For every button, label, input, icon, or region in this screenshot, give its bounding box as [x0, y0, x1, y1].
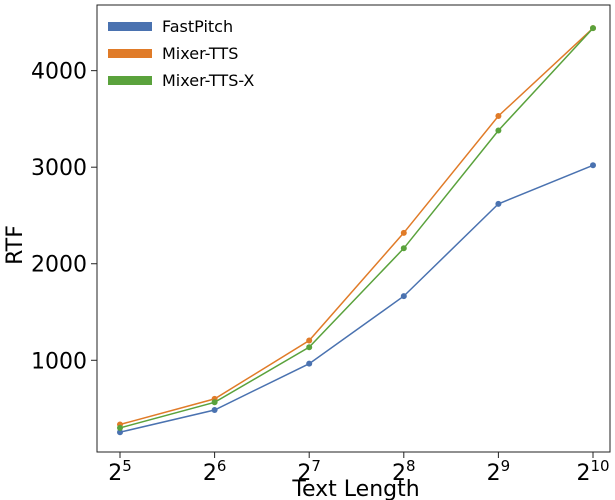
series-mixer-tts-x	[117, 25, 596, 431]
data-point	[117, 424, 123, 431]
data-point	[306, 360, 313, 367]
x-tick-label: 210	[576, 457, 609, 486]
y-axis: 1000 2000 3000 4000	[31, 60, 97, 374]
data-point	[495, 113, 502, 120]
y-tick-label: 2000	[31, 253, 87, 278]
data-point	[590, 162, 596, 169]
data-point	[495, 127, 502, 134]
x-axis-label: Text Length	[291, 477, 419, 500]
legend-swatch	[108, 76, 152, 85]
data-point	[211, 399, 218, 406]
data-point	[211, 407, 218, 414]
series-line	[119, 27, 594, 429]
x-tick-label: 28	[392, 457, 416, 486]
series-line	[119, 27, 594, 426]
legend-swatch	[108, 49, 152, 58]
data-point	[400, 229, 407, 236]
y-tick-label: 4000	[31, 60, 87, 85]
legend-label: FastPitch	[162, 17, 233, 36]
x-tick-label: 26	[203, 457, 227, 486]
legend-label: Mixer-TTS-X	[162, 71, 254, 90]
y-axis-label: RTF	[3, 225, 28, 265]
series-line	[119, 164, 594, 433]
data-point	[306, 344, 313, 351]
plot-area-frame	[96, 4, 611, 453]
series-fastpitch	[117, 162, 596, 436]
data-point	[400, 293, 407, 300]
x-tick-label: 27	[297, 457, 321, 486]
x-axis: 25 26 27 28 29 210	[108, 452, 610, 486]
y-tick-label: 3000	[31, 156, 87, 181]
data-point	[306, 337, 313, 344]
x-tick-label: 25	[108, 457, 132, 486]
series-layer	[117, 25, 596, 436]
data-point	[400, 245, 407, 252]
data-point	[590, 25, 596, 32]
legend-swatch	[108, 22, 152, 31]
data-point	[117, 429, 123, 436]
legend-label: Mixer-TTS	[162, 44, 238, 63]
y-tick-label: 1000	[31, 349, 87, 374]
data-point	[495, 200, 502, 207]
legend: FastPitch Mixer-TTS Mixer-TTS-X	[108, 17, 254, 90]
x-tick-label: 29	[487, 457, 511, 486]
